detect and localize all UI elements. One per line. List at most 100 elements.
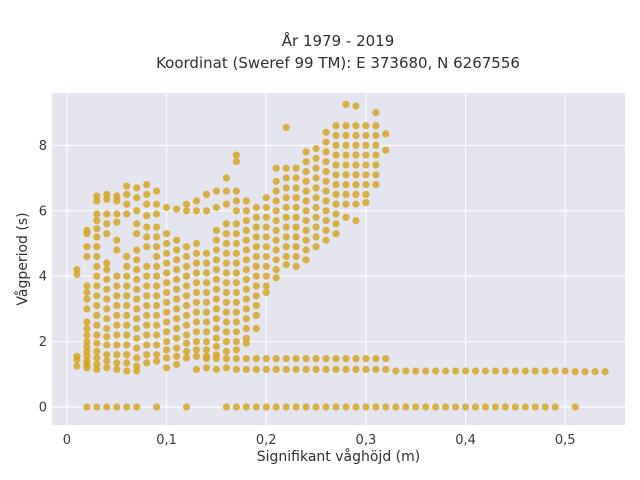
data-point	[312, 145, 320, 153]
data-point	[262, 233, 270, 241]
data-point	[113, 365, 121, 373]
data-point	[173, 324, 181, 333]
data-point	[571, 403, 579, 411]
data-point	[282, 164, 290, 172]
data-point	[412, 367, 420, 375]
data-point	[232, 298, 240, 306]
data-point	[332, 181, 340, 189]
data-point	[302, 148, 310, 156]
data-point	[342, 151, 350, 159]
data-point	[93, 321, 101, 329]
data-point	[242, 295, 250, 303]
data-point	[153, 302, 161, 310]
data-point	[153, 282, 161, 290]
data-point	[322, 128, 330, 136]
data-point	[342, 365, 350, 373]
data-point	[202, 207, 211, 215]
data-point	[103, 351, 111, 359]
data-point	[103, 210, 111, 218]
data-point	[182, 339, 191, 347]
data-point	[222, 174, 230, 182]
data-point	[302, 167, 310, 176]
data-point	[143, 200, 151, 208]
data-point	[83, 243, 91, 251]
data-point	[83, 252, 91, 261]
data-point	[372, 181, 380, 189]
data-point	[192, 346, 201, 354]
data-point	[123, 210, 131, 218]
data-point	[212, 187, 220, 195]
data-point	[133, 230, 141, 238]
data-point	[242, 365, 250, 373]
data-point	[332, 210, 340, 218]
data-point	[73, 362, 81, 370]
data-point	[232, 318, 240, 326]
data-point	[192, 308, 201, 316]
data-point	[212, 315, 220, 323]
data-point	[242, 285, 250, 293]
data-point	[262, 243, 270, 251]
data-point	[202, 355, 211, 363]
data-point	[242, 207, 250, 215]
data-point	[182, 321, 191, 329]
data-point	[332, 403, 340, 411]
data-point	[173, 334, 181, 342]
data-point	[462, 403, 470, 411]
data-point	[133, 194, 141, 202]
data-point	[83, 282, 91, 290]
data-point	[292, 365, 300, 373]
data-point	[591, 368, 599, 376]
x-tick-label: 0,1	[156, 433, 177, 448]
data-point	[83, 305, 91, 313]
data-point	[352, 161, 360, 169]
data-point	[481, 403, 490, 411]
data-point	[222, 403, 230, 411]
data-point	[342, 190, 350, 198]
data-point	[292, 184, 300, 192]
data-point	[252, 282, 260, 290]
data-point	[232, 365, 240, 373]
data-point	[242, 305, 250, 313]
data-point	[272, 256, 280, 264]
data-point	[163, 338, 171, 346]
data-point	[163, 288, 171, 297]
data-point	[153, 292, 161, 300]
data-point	[222, 259, 230, 267]
data-point	[83, 318, 91, 326]
data-point	[133, 305, 141, 313]
data-point	[352, 190, 360, 198]
data-point	[232, 355, 240, 363]
y-tick-label: 0	[39, 401, 47, 416]
data-point	[163, 203, 171, 212]
data-point	[332, 161, 340, 169]
y-tick-label: 2	[39, 335, 47, 350]
data-point	[133, 324, 141, 333]
data-point	[242, 197, 250, 205]
data-point	[182, 331, 191, 339]
data-point	[113, 210, 121, 218]
data-point	[302, 217, 310, 225]
data-point	[133, 246, 141, 254]
data-point	[163, 308, 171, 316]
data-point	[133, 220, 141, 228]
data-point	[113, 236, 121, 244]
data-point	[292, 243, 300, 251]
data-point	[212, 275, 220, 283]
data-point	[222, 308, 230, 316]
data-point	[93, 331, 101, 339]
data-point	[312, 203, 320, 212]
data-point	[242, 246, 250, 254]
data-point	[322, 207, 330, 215]
data-point	[531, 367, 539, 375]
data-point	[153, 331, 161, 339]
data-point	[362, 365, 370, 373]
data-point	[123, 292, 131, 300]
chart-title-line-2: Koordinat (Sweref 99 TM): E 373680, N 62…	[156, 54, 520, 72]
data-point	[262, 223, 270, 231]
data-point	[103, 324, 111, 333]
data-point	[481, 367, 490, 375]
data-point	[143, 181, 151, 189]
data-point	[83, 288, 91, 297]
data-point	[352, 122, 360, 130]
